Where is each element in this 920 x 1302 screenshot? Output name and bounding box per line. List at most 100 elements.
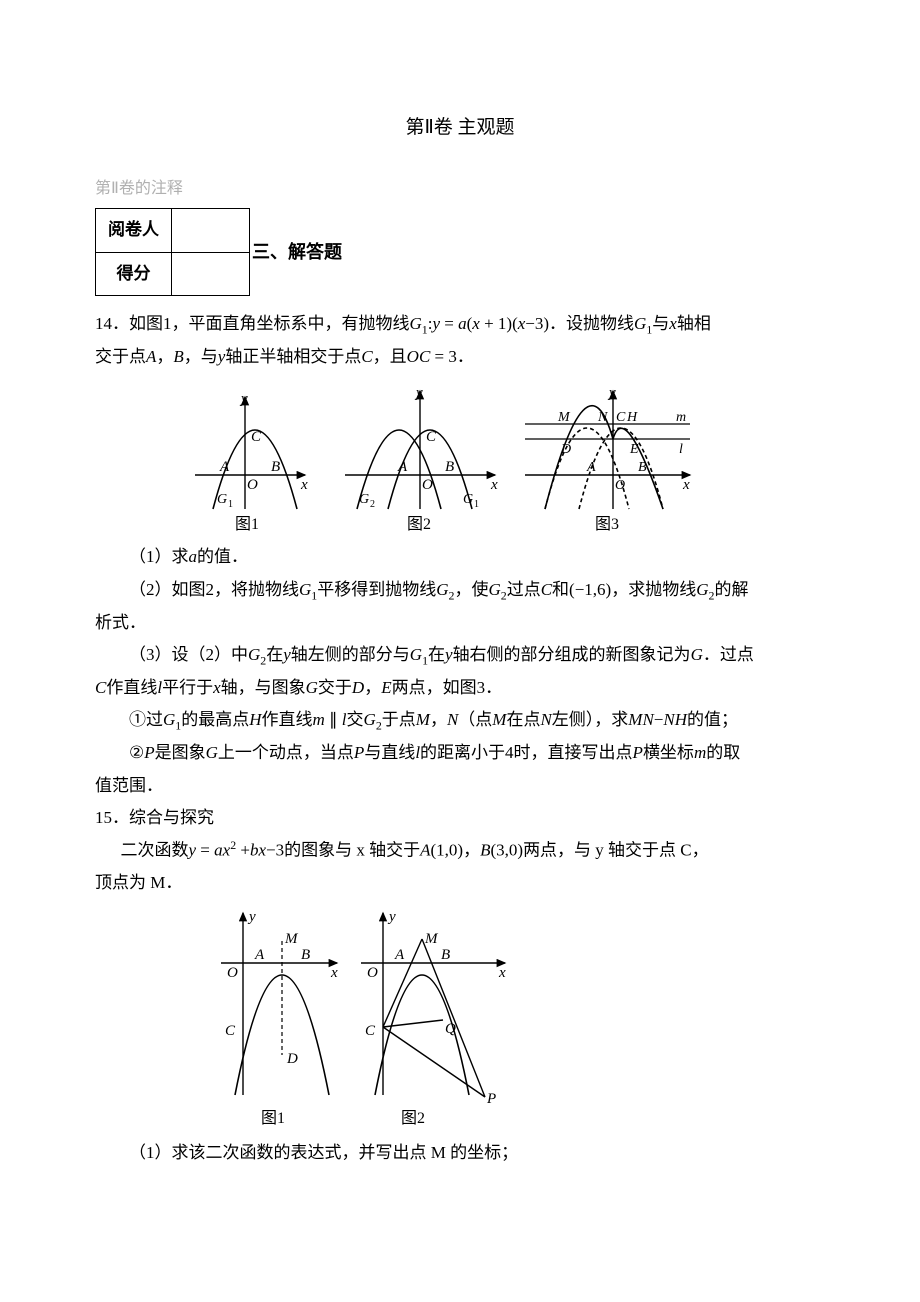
cell-blank-2 (172, 252, 250, 295)
svg-text:y: y (607, 385, 616, 401)
svg-text:A: A (397, 459, 408, 475)
t: 平移得到抛物线 (317, 580, 436, 599)
cell-blank-1 (172, 209, 250, 252)
q14-p3b: C作直线l平行于x轴，与图象G交于D，E两点，如图3． (95, 672, 825, 704)
t: 两点，与 y 轴交于点 C， (523, 841, 709, 860)
svg-text:x: x (682, 477, 690, 493)
svg-text:O: O (227, 965, 238, 981)
svg-text:E: E (629, 442, 639, 457)
svg-text:1: 1 (474, 499, 479, 510)
grade-table: 阅卷人 得分 (95, 208, 250, 296)
svg-text:D: D (560, 442, 571, 457)
t: 的值； (687, 710, 738, 729)
q15-line3: 顶点为 M． (95, 867, 825, 899)
t: 作直线 (106, 678, 157, 697)
t: 作直线 (262, 710, 313, 729)
q15-svg: y x O A B M C D 图1 y x O A B M C Q (215, 905, 515, 1131)
svg-text:图2: 图2 (407, 516, 431, 533)
q14-svg: y x C A B O G1 图1 y x C A B O G2 G1 图2 (185, 379, 697, 535)
t: 是图象 (155, 743, 206, 762)
t: 于点 (382, 710, 416, 729)
t: 轴相 (677, 314, 711, 333)
svg-text:P: P (486, 1091, 496, 1107)
t: （3）设（2）中 (129, 645, 248, 664)
t: ，与 (184, 347, 218, 366)
svg-text:图1: 图1 (235, 516, 259, 533)
q14-p5a: ②P是图象G上一个动点，当点P与直线l的距离小于4时，直接写出点P横坐标m的取 (95, 737, 825, 769)
t: ①过 (129, 710, 163, 729)
t: 的最高点 (181, 710, 249, 729)
q14-p3a: （3）设（2）中G2在y轴左侧的部分与G1在y轴右侧的部分组成的新图象记为G．过… (95, 639, 825, 672)
svg-text:B: B (441, 947, 450, 963)
svg-text:图2: 图2 (401, 1110, 425, 1127)
svg-text:B: B (445, 459, 454, 475)
t: 的解 (714, 580, 748, 599)
q14-p4: ①过G1的最高点H作直线m ∥ l交G2于点M，N（点M在点N左侧），求MN−N… (95, 704, 825, 737)
svg-text:C: C (225, 1023, 236, 1039)
t: （1）求 (129, 547, 189, 566)
svg-text:C: C (616, 410, 626, 425)
t: 的取 (706, 743, 740, 762)
svg-text:x: x (330, 965, 338, 981)
svg-text:图3: 图3 (595, 516, 619, 533)
t: ，且 (373, 347, 407, 366)
t: 与 (652, 314, 669, 333)
annotation-text: 第Ⅱ卷的注释 (95, 174, 825, 204)
t: 横坐标 (643, 743, 694, 762)
q15-number: 15． (95, 808, 129, 827)
t: 在 (428, 645, 445, 664)
t: 左侧），求 (552, 710, 629, 729)
t: 和 (552, 580, 569, 599)
t: 如图1，平面直角坐标系中，有抛物线 (129, 314, 410, 333)
svg-text:O: O (615, 478, 625, 493)
t: 的图象与 x 轴交于 (284, 841, 420, 860)
svg-text:x: x (498, 965, 506, 981)
t: 交 (347, 710, 364, 729)
t: 轴右侧的部分组成的新图象记为 (453, 645, 691, 664)
grade-row: 阅卷人 得分 三、解答题 (95, 208, 825, 296)
svg-text:A: A (394, 947, 405, 963)
svg-text:D: D (286, 1051, 298, 1067)
t: 在 (266, 645, 283, 664)
svg-text:B: B (301, 947, 310, 963)
q15-line1: 15．综合与探究 (95, 802, 825, 834)
svg-text:O: O (247, 477, 258, 493)
t: ．过点 (703, 645, 754, 664)
q14-p1: （1）求a的值． (95, 541, 825, 573)
svg-text:N: N (597, 410, 608, 425)
svg-text:图1: 图1 (261, 1110, 285, 1127)
t: 两点，如图3． (392, 678, 503, 697)
t: 的距离小于4时，直接写出点 (420, 743, 633, 762)
t: ．设抛物线 (549, 314, 634, 333)
svg-text:H: H (626, 410, 638, 425)
q15-figures: y x O A B M C D 图1 y x O A B M C Q (215, 905, 825, 1131)
svg-text:G: G (359, 492, 369, 507)
t: ，使 (454, 580, 488, 599)
svg-text:x: x (490, 477, 498, 493)
svg-text:2: 2 (370, 499, 375, 510)
svg-text:A: A (254, 947, 265, 963)
svg-text:A: A (219, 459, 230, 475)
t: 上一个动点，当点 (218, 743, 354, 762)
q14-line2: 交于点A，B，与y轴正半轴相交于点C，且OC = 3． (95, 341, 825, 373)
t: 二次函数 (121, 841, 189, 860)
section-label: 三、解答题 (252, 235, 342, 269)
t: 轴正半轴相交于点 (225, 347, 361, 366)
svg-text:O: O (422, 477, 433, 493)
svg-text:G: G (217, 492, 227, 507)
q14-figures: y x C A B O G1 图1 y x C A B O G2 G1 图2 (185, 379, 825, 535)
cell-reviewer: 阅卷人 (96, 209, 172, 252)
svg-text:Q: Q (445, 1021, 456, 1037)
svg-text:C: C (426, 429, 437, 445)
svg-text:B: B (271, 459, 280, 475)
q14-p2a: （2）如图2，将抛物线G1平移得到抛物线G2，使G2过点C和(−1,6)，求抛物… (95, 574, 825, 607)
svg-text:m: m (676, 410, 686, 425)
svg-text:x: x (300, 477, 308, 493)
cell-score: 得分 (96, 252, 172, 295)
t: 交于 (318, 678, 352, 697)
t: ，求抛物线 (611, 580, 696, 599)
svg-text:O: O (367, 965, 378, 981)
svg-text:C: C (365, 1023, 376, 1039)
svg-text:B: B (638, 460, 647, 475)
svg-text:M: M (424, 931, 439, 947)
